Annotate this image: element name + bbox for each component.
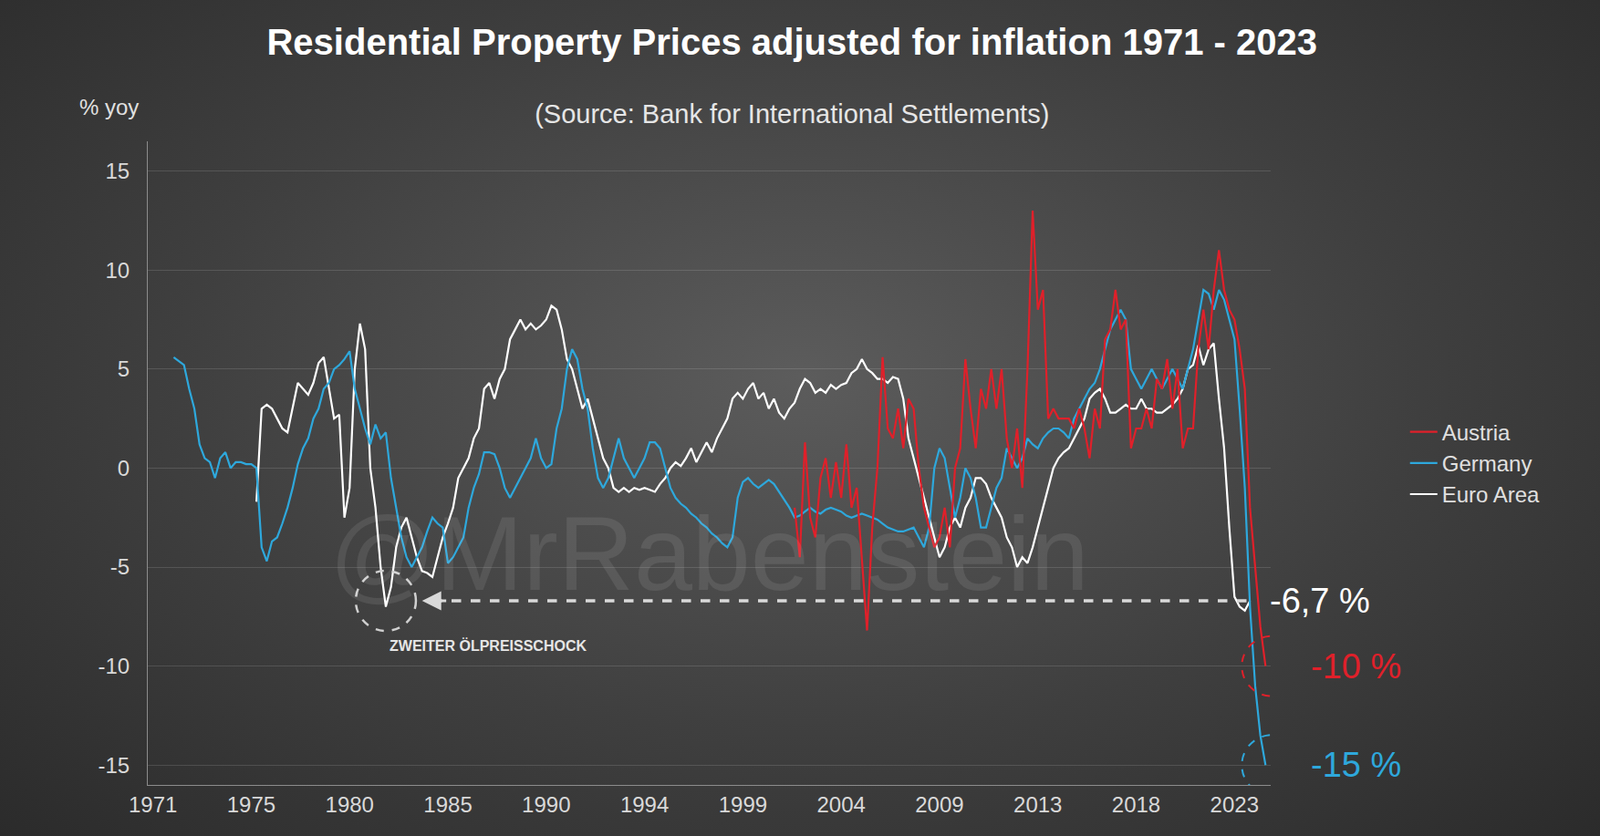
svg-text:1994: 1994 — [620, 792, 669, 818]
svg-text:2013: 2013 — [1013, 792, 1062, 818]
svg-text:2018: 2018 — [1111, 792, 1161, 818]
svg-text:Austria: Austria — [1442, 420, 1511, 446]
svg-text:2023: 2023 — [1210, 792, 1259, 818]
svg-text:-15 %: -15 % — [1310, 746, 1402, 785]
svg-text:1980: 1980 — [325, 792, 375, 818]
svg-text:2009: 2009 — [914, 792, 964, 818]
svg-text:-15: -15 — [98, 753, 131, 779]
svg-text:5: 5 — [117, 356, 130, 382]
svg-text:1999: 1999 — [718, 792, 768, 818]
svg-text:2004: 2004 — [816, 792, 865, 818]
svg-text:1985: 1985 — [423, 792, 472, 818]
svg-text:15: 15 — [104, 158, 130, 184]
svg-text:-10: -10 — [98, 654, 131, 679]
svg-text:1971: 1971 — [128, 792, 177, 818]
svg-text:@MrRabenstein: @MrRabenstein — [329, 495, 1090, 613]
svg-text:-5: -5 — [110, 554, 130, 580]
svg-text:-10 %: -10 % — [1310, 647, 1402, 686]
svg-text:10: 10 — [104, 258, 130, 283]
svg-text:1975: 1975 — [227, 792, 276, 818]
svg-text:Euro Area: Euro Area — [1442, 482, 1540, 508]
svg-text:ZWEITER ÖLPREISSCHOCK: ZWEITER ÖLPREISSCHOCK — [389, 637, 587, 655]
svg-text:Germany: Germany — [1442, 451, 1533, 477]
svg-text:(Source: Bank for Internationa: (Source: Bank for International Settleme… — [534, 99, 1050, 129]
svg-text:0: 0 — [117, 456, 130, 481]
svg-text:1990: 1990 — [521, 792, 571, 818]
svg-text:% yoy: % yoy — [79, 94, 139, 120]
svg-text:Residential Property Prices ad: Residential Property Prices adjusted for… — [266, 21, 1318, 63]
svg-text:-6,7 %: -6,7 % — [1269, 581, 1371, 621]
